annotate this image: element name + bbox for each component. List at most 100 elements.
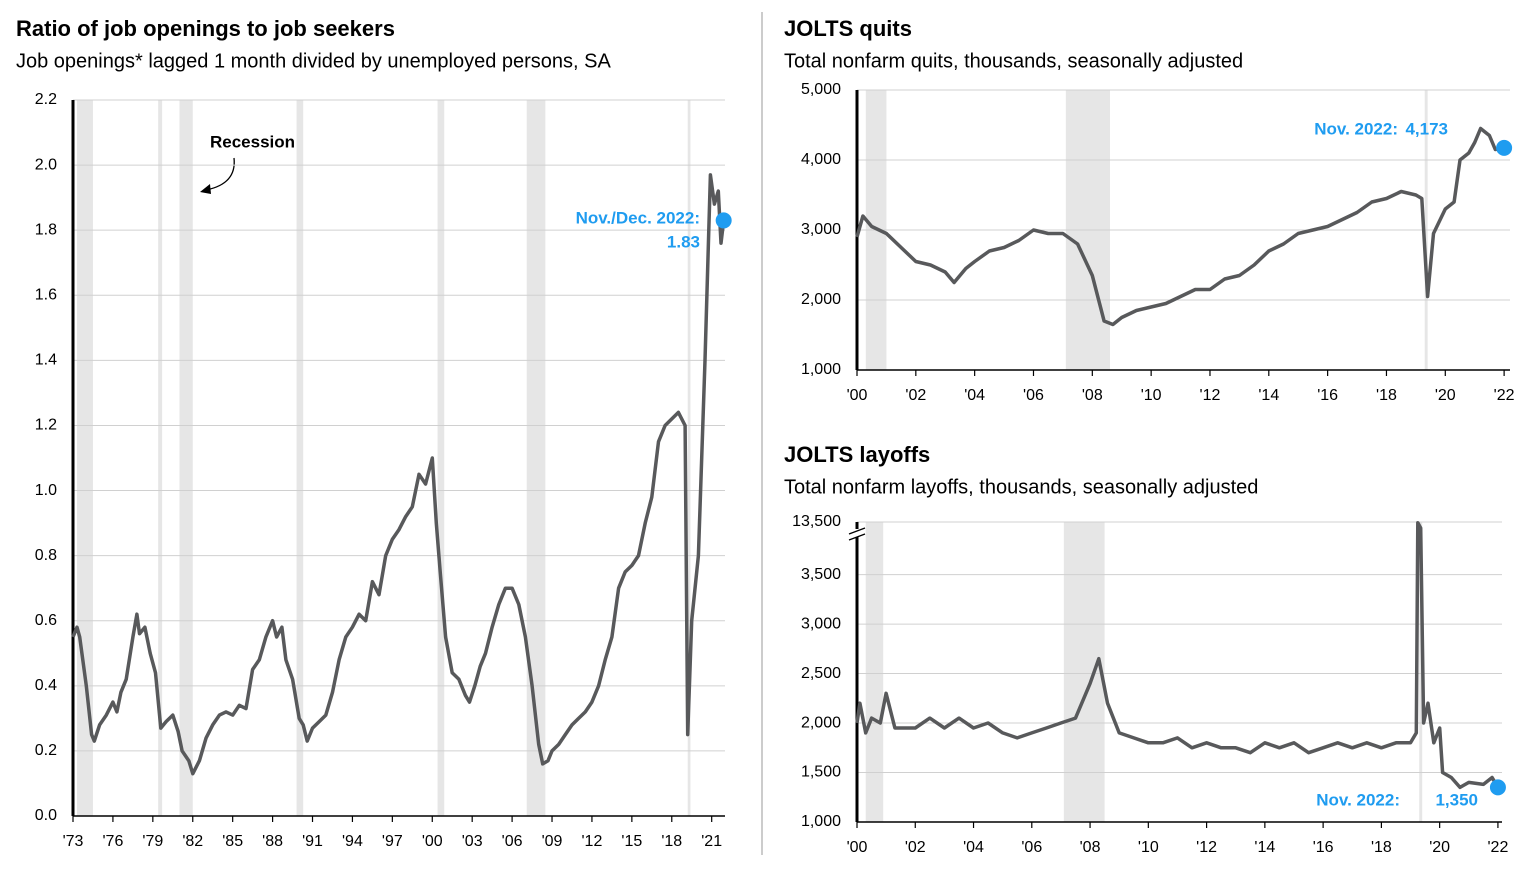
- x-tick-label: '08: [1082, 387, 1103, 404]
- y-tick-label: 2,500: [801, 665, 841, 682]
- end-point-value: 4,173: [1405, 119, 1448, 138]
- axis-break-mark: [848, 527, 866, 535]
- y-tick-label: 2,000: [801, 714, 841, 731]
- y-tick-label: 0.4: [35, 677, 57, 694]
- x-tick-label: '12: [1200, 387, 1221, 404]
- chart-title: JOLTS quits: [784, 16, 912, 41]
- x-tick-label: '00: [422, 833, 443, 850]
- x-tick-label: '18: [1376, 387, 1397, 404]
- axis-break-gap: [849, 529, 865, 537]
- x-tick-label: '03: [462, 833, 483, 850]
- x-tick-label: '00: [847, 387, 868, 404]
- x-tick-label: '20: [1435, 387, 1456, 404]
- end-point-value: 1,350: [1435, 790, 1478, 809]
- x-tick-label: '20: [1429, 839, 1450, 856]
- y-tick-label: 1.6: [35, 286, 57, 303]
- x-tick-label: '21: [701, 833, 722, 850]
- y-tick-label: 0.0: [35, 807, 57, 824]
- y-tick-label: 1.8: [35, 221, 57, 238]
- x-tick-label: '00: [847, 839, 868, 856]
- y-tick-label: 3,000: [801, 615, 841, 632]
- x-tick-label: '10: [1141, 387, 1162, 404]
- x-tick-label: '97: [382, 833, 403, 850]
- recession-arrow: [205, 157, 235, 191]
- recession-label: Recession: [210, 132, 295, 151]
- x-tick-label: '22: [1494, 387, 1515, 404]
- recession-band: [865, 522, 884, 822]
- end-point: [1489, 779, 1506, 796]
- y-tick-label: 0.8: [35, 547, 57, 564]
- y-tick-label: 0.6: [35, 612, 57, 629]
- x-tick-label: '18: [661, 833, 682, 850]
- x-tick-label: '15: [621, 833, 642, 850]
- x-tick-label: '82: [182, 833, 203, 850]
- end-point-label: Nov. 2022:: [1314, 119, 1398, 138]
- y-tick-label: 3,000: [801, 221, 841, 238]
- recession-band: [1063, 522, 1105, 822]
- y-tick-label: 5,000: [801, 81, 841, 98]
- x-tick-label: '14: [1258, 387, 1279, 404]
- y-tick-label: 1,000: [801, 361, 841, 378]
- x-tick-label: '14: [1254, 839, 1275, 856]
- data-line: [855, 520, 1500, 790]
- end-point: [715, 212, 732, 229]
- recession-band: [296, 100, 304, 816]
- data-line: [855, 126, 1505, 327]
- y-tick-label: 0.2: [35, 742, 57, 759]
- chart-title: Ratio of job openings to job seekers: [16, 16, 395, 41]
- y-tick-label: 1,000: [801, 813, 841, 830]
- x-tick-label: '73: [63, 833, 84, 850]
- x-tick-label: '12: [1196, 839, 1217, 856]
- x-tick-label: '09: [542, 833, 563, 850]
- x-tick-label: '85: [222, 833, 243, 850]
- end-point-value: 1.83: [667, 232, 700, 251]
- x-tick-label: '76: [102, 833, 123, 850]
- x-tick-label: '04: [964, 387, 985, 404]
- x-tick-label: '16: [1317, 387, 1338, 404]
- recession-band: [76, 100, 93, 816]
- chart-subtitle: Total nonfarm layoffs, thousands, season…: [784, 476, 1258, 498]
- y-tick-label: 13,500: [792, 513, 841, 530]
- y-tick-label: 1,500: [801, 764, 841, 781]
- chart-subtitle: Job openings* lagged 1 month divided by …: [16, 50, 612, 72]
- x-tick-label: '02: [905, 387, 926, 404]
- x-tick-label: '10: [1138, 839, 1159, 856]
- x-tick-label: '79: [142, 833, 163, 850]
- x-tick-label: '12: [582, 833, 603, 850]
- x-tick-label: '91: [302, 833, 323, 850]
- y-tick-label: 2,000: [801, 291, 841, 308]
- x-tick-label: '06: [1021, 839, 1042, 856]
- end-point: [1496, 139, 1513, 156]
- x-tick-label: '18: [1371, 839, 1392, 856]
- y-tick-label: 4,000: [801, 151, 841, 168]
- axis-break-mark: [848, 533, 866, 541]
- recession-band: [158, 100, 163, 816]
- y-tick-label: 2.0: [35, 156, 57, 173]
- recession-band: [179, 100, 193, 816]
- y-tick-label: 2.2: [35, 91, 57, 108]
- x-tick-label: '16: [1313, 839, 1334, 856]
- y-tick-label: 1.4: [35, 352, 57, 369]
- data-line: [71, 173, 726, 776]
- end-point-label: Nov. 2022:: [1316, 790, 1400, 809]
- x-tick-label: '02: [905, 839, 926, 856]
- end-point-label: Nov./Dec. 2022:: [576, 208, 700, 227]
- y-tick-label: 1.2: [35, 417, 57, 434]
- x-tick-label: '88: [262, 833, 283, 850]
- x-tick-label: '04: [963, 839, 984, 856]
- recession-band: [1419, 522, 1423, 822]
- recession-band: [687, 100, 691, 816]
- x-tick-label: '08: [1080, 839, 1101, 856]
- y-tick-label: 1.0: [35, 482, 57, 499]
- chart-title: JOLTS layoffs: [784, 442, 930, 467]
- x-tick-label: '94: [342, 833, 363, 850]
- recession-arrowhead: [200, 184, 211, 194]
- recession-band: [437, 100, 445, 816]
- x-tick-label: '22: [1487, 839, 1508, 856]
- y-tick-label: 3,500: [801, 566, 841, 583]
- chart-subtitle: Total nonfarm quits, thousands, seasonal…: [784, 50, 1243, 72]
- recession-band: [526, 100, 546, 816]
- x-tick-label: '06: [1023, 387, 1044, 404]
- x-tick-label: '06: [502, 833, 523, 850]
